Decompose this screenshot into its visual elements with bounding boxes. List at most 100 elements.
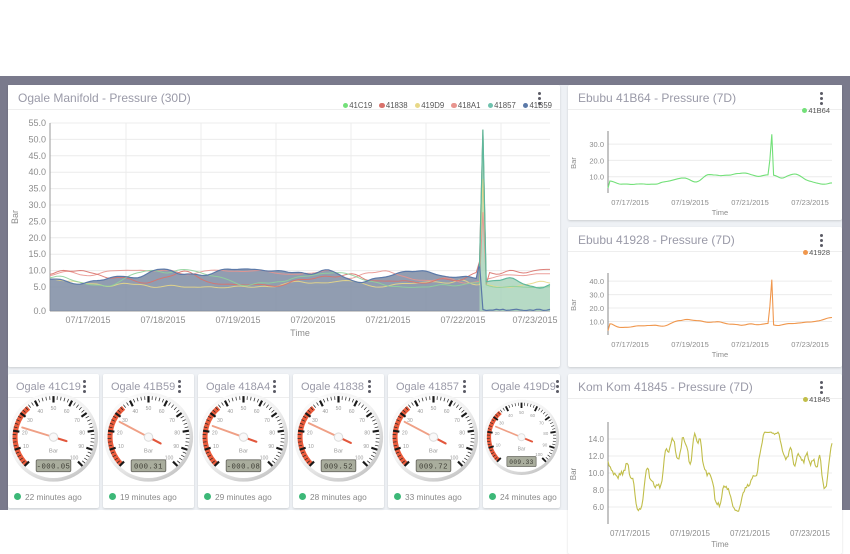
svg-text:10: 10 (23, 444, 29, 450)
svg-text:07/19/2015: 07/19/2015 (670, 529, 711, 538)
svg-text:Time: Time (712, 350, 728, 359)
svg-text:07/17/2015: 07/17/2015 (611, 198, 649, 207)
svg-text:Bar: Bar (518, 446, 526, 452)
svg-text:30: 30 (217, 418, 223, 424)
svg-text:Bar: Bar (334, 449, 343, 455)
svg-text:30.0: 30.0 (589, 291, 604, 300)
svg-text:80: 80 (174, 430, 180, 436)
svg-text:-000.05: -000.05 (37, 463, 71, 471)
svg-text:07/23/2015: 07/23/2015 (512, 315, 557, 325)
svg-text:40: 40 (37, 409, 43, 415)
svg-text:70: 70 (74, 418, 80, 424)
svg-text:70: 70 (539, 420, 544, 425)
svg-text:50: 50 (146, 406, 152, 412)
svg-text:12.0: 12.0 (588, 452, 604, 461)
svg-text:20: 20 (307, 430, 313, 436)
svg-text:5.0: 5.0 (33, 282, 46, 292)
svg-text:30: 30 (27, 418, 33, 424)
svg-text:35.0: 35.0 (28, 184, 46, 194)
svg-text:10: 10 (496, 442, 501, 447)
svg-text:90: 90 (78, 444, 84, 450)
svg-text:Time: Time (290, 328, 310, 338)
svg-text:Bar: Bar (429, 449, 438, 455)
svg-text:07/21/2015: 07/21/2015 (365, 315, 410, 325)
svg-text:40: 40 (132, 409, 138, 415)
svg-text:70: 70 (264, 418, 270, 424)
svg-text:50: 50 (51, 406, 57, 412)
svg-text:000.31: 000.31 (134, 463, 163, 471)
svg-text:10: 10 (213, 444, 219, 450)
svg-text:009.33: 009.33 (509, 459, 533, 466)
svg-text:10: 10 (403, 444, 409, 450)
svg-text:20: 20 (212, 430, 218, 436)
svg-text:07/22/2015: 07/22/2015 (440, 315, 485, 325)
svg-text:Bar: Bar (49, 449, 58, 455)
svg-text:07/19/2015: 07/19/2015 (671, 198, 709, 207)
svg-text:07/21/2015: 07/21/2015 (730, 529, 771, 538)
svg-text:40.0: 40.0 (589, 277, 604, 286)
svg-text:80: 80 (269, 430, 275, 436)
svg-text:20.0: 20.0 (589, 156, 604, 165)
svg-text:10: 10 (308, 444, 314, 450)
svg-text:30.0: 30.0 (28, 200, 46, 210)
svg-text:07/19/2015: 07/19/2015 (671, 340, 709, 349)
svg-text:25.0: 25.0 (28, 216, 46, 226)
svg-text:40: 40 (508, 413, 513, 418)
svg-text:50: 50 (431, 406, 437, 412)
svg-text:45.0: 45.0 (28, 151, 46, 161)
svg-text:20: 20 (402, 430, 408, 436)
svg-text:80: 80 (459, 430, 465, 436)
svg-text:10.0: 10.0 (589, 318, 604, 327)
svg-text:60: 60 (349, 409, 355, 415)
svg-text:Time: Time (711, 540, 729, 549)
svg-text:Bar: Bar (569, 467, 578, 480)
svg-text:40.0: 40.0 (28, 167, 46, 177)
svg-text:90: 90 (363, 444, 369, 450)
svg-text:07/17/2015: 07/17/2015 (65, 315, 110, 325)
svg-text:30: 30 (312, 418, 318, 424)
svg-text:80: 80 (543, 431, 548, 436)
svg-text:0.0: 0.0 (33, 306, 46, 316)
svg-text:6.0: 6.0 (593, 503, 605, 512)
svg-text:20.0: 20.0 (589, 304, 604, 313)
svg-text:60: 60 (254, 409, 260, 415)
svg-text:10.0: 10.0 (28, 266, 46, 276)
svg-text:14.0: 14.0 (588, 435, 604, 444)
svg-text:40: 40 (322, 409, 328, 415)
svg-text:90: 90 (173, 444, 179, 450)
svg-text:10.0: 10.0 (588, 469, 604, 478)
svg-text:Time: Time (712, 208, 728, 217)
svg-text:07/21/2015: 07/21/2015 (731, 198, 769, 207)
svg-text:90: 90 (268, 444, 274, 450)
svg-text:40: 40 (417, 409, 423, 415)
svg-text:20: 20 (495, 431, 500, 436)
svg-text:90: 90 (543, 442, 548, 447)
svg-text:70: 70 (454, 418, 460, 424)
svg-text:50: 50 (519, 410, 524, 415)
svg-text:Bar: Bar (239, 449, 248, 455)
svg-text:50.0: 50.0 (28, 134, 46, 144)
svg-text:100: 100 (535, 452, 543, 457)
svg-text:Bar: Bar (569, 299, 578, 311)
svg-text:60: 60 (530, 413, 535, 418)
svg-text:10.0: 10.0 (589, 173, 604, 182)
svg-text:55.0: 55.0 (28, 118, 46, 128)
svg-text:30: 30 (499, 420, 504, 425)
svg-text:20: 20 (22, 430, 28, 436)
svg-text:80: 80 (364, 430, 370, 436)
svg-text:07/18/2015: 07/18/2015 (140, 315, 185, 325)
svg-text:07/21/2015: 07/21/2015 (731, 340, 769, 349)
svg-text:-000.08: -000.08 (227, 463, 261, 471)
svg-text:20: 20 (117, 430, 123, 436)
svg-text:07/17/2015: 07/17/2015 (610, 529, 651, 538)
svg-text:15.0: 15.0 (28, 249, 46, 259)
svg-text:10: 10 (118, 444, 124, 450)
svg-text:07/19/2015: 07/19/2015 (215, 315, 260, 325)
svg-text:60: 60 (444, 409, 450, 415)
svg-text:20.0: 20.0 (28, 233, 46, 243)
svg-text:8.0: 8.0 (593, 486, 605, 495)
svg-text:40: 40 (227, 409, 233, 415)
svg-text:50: 50 (336, 406, 342, 412)
svg-text:80: 80 (79, 430, 85, 436)
svg-text:90: 90 (458, 444, 464, 450)
